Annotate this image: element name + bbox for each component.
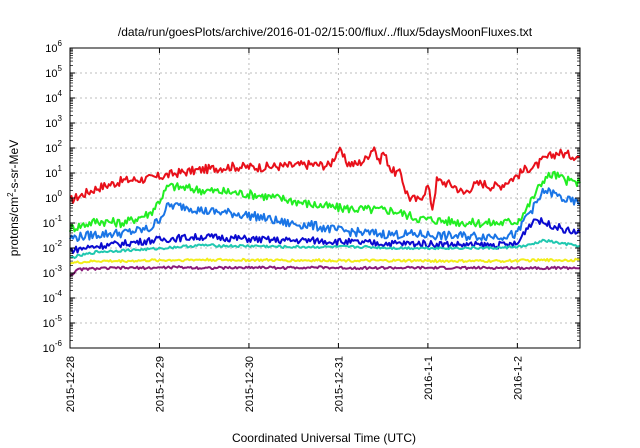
y-tick-base: 10: [43, 268, 55, 280]
y-tick-base: 10: [45, 118, 57, 130]
series-line: [69, 146, 581, 211]
x-tick-label: 2015-12-30: [244, 356, 256, 412]
y-tick-exp: 4: [58, 89, 63, 98]
y-label-sup: 2: [6, 192, 15, 197]
y-tick-exp: 0: [58, 189, 63, 198]
y-tick-label: 10-4: [43, 289, 63, 305]
y-tick-exp: 3: [58, 114, 63, 123]
series-line: [69, 187, 581, 242]
x-tick-label: 2016-1-1: [423, 356, 435, 400]
y-tick-label: 10-3: [43, 264, 63, 280]
y-tick-base: 10: [45, 168, 57, 180]
series-line: [69, 238, 581, 259]
y-tick-base: 10: [43, 293, 55, 305]
y-tick-exp: 1: [58, 164, 63, 173]
y-tick-label: 102: [45, 139, 62, 155]
y-tick-base: 10: [45, 43, 57, 55]
y-tick-exp: -4: [55, 289, 63, 298]
x-tick-label: 2015-12-28: [65, 356, 77, 412]
y-tick-label: 10-5: [43, 314, 63, 330]
y-tick-base: 10: [45, 193, 57, 205]
y-tick-label: 10-2: [43, 239, 63, 255]
y-tick-exp: -6: [55, 339, 63, 348]
series-line: [69, 265, 581, 277]
y-tick-base: 10: [45, 68, 57, 80]
series-line: [69, 257, 581, 265]
y-tick-exp: 5: [58, 64, 63, 73]
x-tick-label: 2015-12-31: [333, 356, 345, 412]
y-tick-label: 103: [45, 114, 62, 130]
series-line: [69, 170, 581, 233]
y-tick-label: 104: [45, 89, 62, 105]
y-axis-label: protons/cm2-s-sr-MeV: [6, 140, 21, 256]
y-tick-base: 10: [43, 218, 55, 230]
y-tick-label: 106: [45, 39, 62, 55]
chart-title: /data/run/goesPlots/archive/2016-01-02/1…: [118, 25, 533, 39]
y-tick-base: 10: [43, 243, 55, 255]
series-layer: [69, 146, 581, 277]
y-tick-exp: 6: [58, 39, 63, 48]
y-label-part: protons/cm: [7, 197, 21, 256]
x-tick-label: 2015-12-29: [154, 356, 166, 412]
y-tick-label: 10-6: [43, 339, 63, 355]
x-tick-label: 2016-1-2: [512, 356, 524, 400]
y-tick-exp: -3: [55, 264, 63, 273]
x-axis-ticks: 2015-12-28 2015-12-29 2015-12-30 2015-12-31…: [65, 48, 524, 412]
y-tick-exp: 2: [58, 139, 63, 148]
y-tick-base: 10: [45, 93, 57, 105]
y-tick-label: 105: [45, 64, 62, 80]
x-axis-label: Coordinated Universal Time (UTC): [232, 431, 416, 445]
y-axis-ticks: 10-610-510-410-310-210-11001011021031041…: [43, 39, 580, 355]
y-tick-label: 100: [45, 189, 62, 205]
y-tick-exp: -2: [55, 239, 63, 248]
grid: [70, 48, 580, 348]
y-tick-label: 101: [45, 164, 62, 180]
y-label-part: -s-sr-MeV: [7, 140, 21, 193]
y-tick-base: 10: [43, 318, 55, 330]
y-tick-exp: -1: [55, 214, 63, 223]
y-tick-base: 10: [45, 143, 57, 155]
y-tick-exp: -5: [55, 314, 63, 323]
y-tick-label: 10-1: [43, 214, 63, 230]
y-tick-base: 10: [43, 343, 55, 355]
